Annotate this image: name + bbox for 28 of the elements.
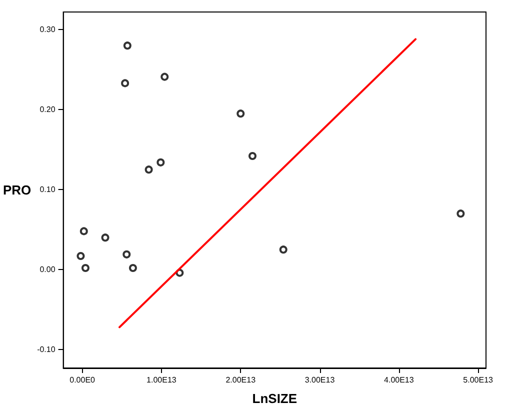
point [156,158,165,166]
point [160,72,169,81]
x-tick-label: 0.00E0 [70,376,96,384]
point [76,252,85,260]
y-axis-title: PRO [3,182,32,198]
point [248,152,256,160]
x-tick-label: 2.00E13 [226,376,256,384]
point [122,250,131,258]
point [279,246,288,254]
point [456,210,465,218]
point [144,166,153,174]
x-tick-label: 4.00E13 [384,376,414,384]
x-axis-title: LnSIZE [252,391,298,406]
y-tick-label: 0.30 [40,25,56,34]
point [236,110,245,118]
point [80,227,88,236]
point [81,264,90,272]
y-tick-label: 0.20 [40,105,56,114]
y-tick-label: 0.10 [40,185,56,194]
point [123,42,132,50]
y-tick-label: -0.10 [37,345,56,354]
point [101,234,110,242]
x-tick-label: 3.00E13 [304,376,336,384]
point [121,79,130,88]
x-tick-label: 1.00E13 [146,376,177,384]
x-tick-label: 5.00E13 [463,376,494,384]
point [128,264,137,272]
y-tick-label: 0.00 [40,265,56,274]
